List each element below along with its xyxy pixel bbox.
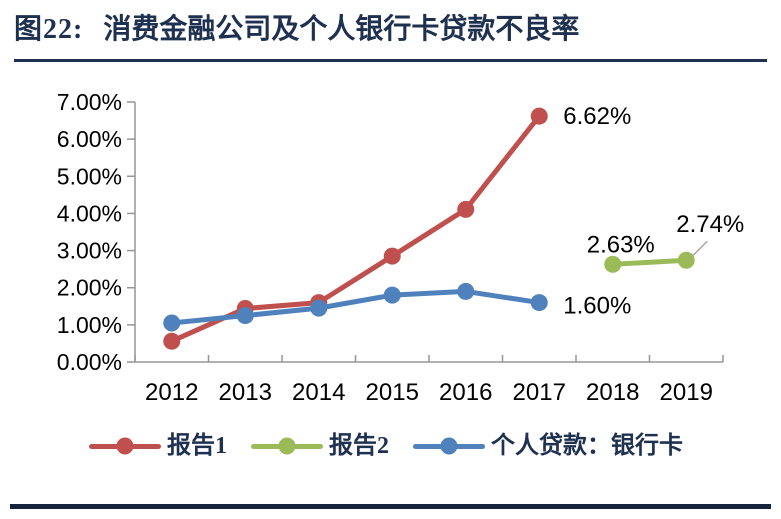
y-tick-label: 6.00%	[57, 126, 122, 152]
y-tick-label: 5.00%	[57, 163, 122, 189]
x-tick-label: 2018	[586, 379, 639, 406]
series-line-1	[610, 257, 689, 267]
data-point	[604, 255, 622, 273]
data-label: 2.63%	[587, 231, 655, 258]
data-point	[530, 294, 548, 312]
legend-line-marker-icon	[413, 437, 485, 455]
legend-label: 报告1	[167, 433, 227, 459]
bottom-divider	[10, 504, 771, 509]
legend-dot-icon	[278, 437, 296, 455]
x-tick-label: 2016	[439, 379, 492, 406]
legend-line-marker-icon	[89, 437, 161, 455]
x-tick-label: 2014	[292, 379, 345, 406]
data-point	[236, 307, 254, 325]
x-tick-label: 2012	[145, 379, 198, 406]
x-tick-label: 2015	[366, 379, 419, 406]
legend-label: 个人贷款：银行卡	[491, 433, 683, 459]
data-point	[677, 251, 695, 269]
legend-label: 报告2	[329, 433, 389, 459]
y-tick-label: 7.00%	[57, 89, 122, 115]
series-line-0	[169, 113, 542, 344]
y-tick-label: 2.00%	[57, 275, 122, 301]
data-point	[163, 314, 181, 332]
legend-item-3: 个人贷款：银行卡	[413, 434, 683, 458]
x-tick-label: 2019	[660, 379, 713, 406]
y-tick-label: 3.00%	[57, 238, 122, 264]
data-point	[457, 282, 475, 300]
data-label: 1.60%	[563, 293, 631, 320]
x-tick-label: 2017	[513, 379, 566, 406]
chart-legend: 报告1 报告2 个人贷款：银行卡	[89, 434, 683, 458]
legend-item-2: 报告2	[251, 434, 389, 458]
y-tick-label: 1.00%	[57, 312, 122, 338]
data-point	[310, 299, 328, 317]
legend-dot-icon	[116, 437, 134, 455]
data-label: 6.62%	[563, 103, 631, 130]
legend-item-1: 报告1	[89, 434, 227, 458]
figure-header: 图22: 消费金融公司及个人银行卡贷款不良率	[14, 10, 767, 50]
x-tick-label: 2013	[219, 379, 272, 406]
data-point	[163, 332, 181, 350]
y-tick-label: 4.00%	[57, 200, 122, 226]
data-point	[383, 286, 401, 304]
title-divider	[14, 59, 767, 62]
page-title: 消费金融公司及个人银行卡贷款不良率	[103, 14, 580, 45]
data-label: 2.74%	[676, 211, 744, 238]
data-point	[530, 107, 548, 125]
series-line-2	[169, 288, 542, 326]
legend-dot-icon	[440, 437, 458, 455]
label-leader-line	[691, 240, 708, 257]
figure-label: 图22:	[14, 14, 84, 45]
data-point	[457, 200, 475, 218]
y-tick-label: 0.00%	[57, 349, 122, 375]
data-point	[383, 247, 401, 265]
legend-line-marker-icon	[251, 437, 323, 455]
